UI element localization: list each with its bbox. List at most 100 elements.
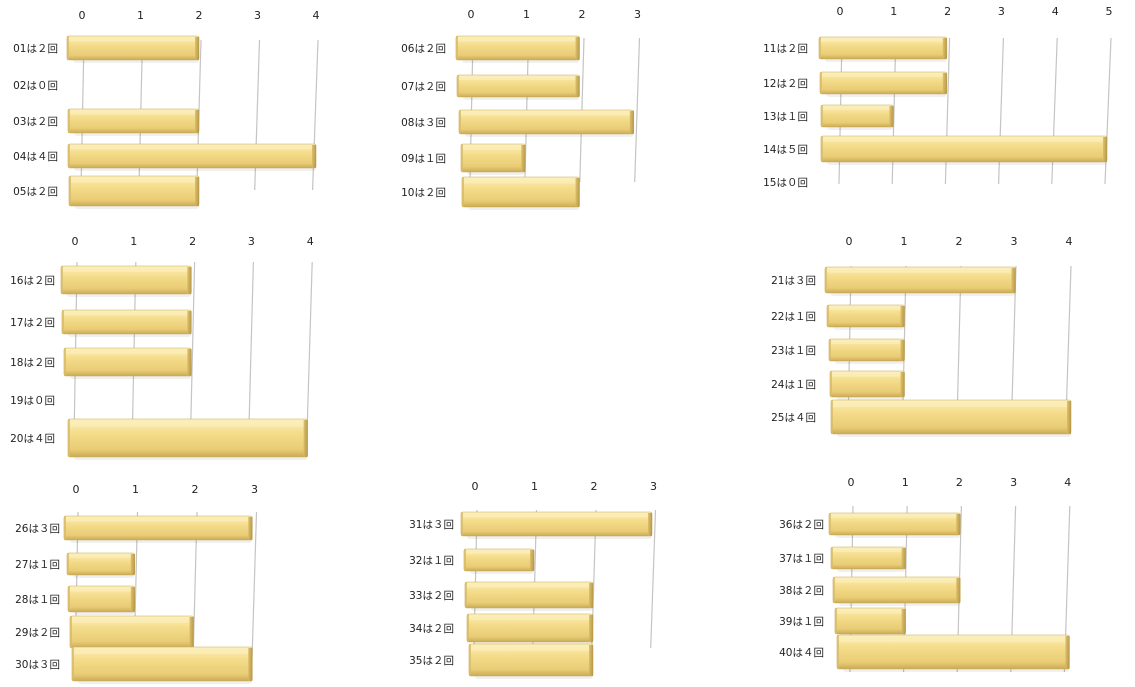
bar-chart-6: 0 1 2 3 26は３回 27は１回 28は１回 29は２回 30は３回 xyxy=(15,483,258,684)
x-tick-labels: 0 1 2 3 4 5 xyxy=(837,5,1113,18)
bar xyxy=(468,643,594,679)
bar xyxy=(820,104,894,130)
category-label: 32は１回 xyxy=(409,555,454,567)
x-tick-label: 0 xyxy=(472,480,479,493)
x-tick-labels: 0 1 2 3 xyxy=(472,480,658,493)
x-tick-label: 2 xyxy=(192,483,199,496)
category-label: 33は２回 xyxy=(409,590,454,602)
x-tick-label: 4 xyxy=(1052,5,1059,18)
bar xyxy=(458,109,635,137)
grid-line xyxy=(248,261,254,441)
category-label: 08は３回 xyxy=(401,117,446,129)
x-tick-label: 2 xyxy=(956,235,963,248)
bar xyxy=(63,347,192,379)
x-tick-label: 0 xyxy=(468,8,475,21)
category-label: 27は１回 xyxy=(15,559,60,571)
category-label: 39は１回 xyxy=(779,616,824,628)
bar-chart-4: 0 1 2 3 4 16は２回 17は２回 18は２回 19は０回 20は４回 xyxy=(10,235,314,460)
bar xyxy=(455,35,580,63)
category-label: 38は２回 xyxy=(779,585,824,597)
bar xyxy=(818,36,948,62)
x-tick-label: 4 xyxy=(1064,476,1071,489)
bar xyxy=(826,304,905,330)
x-tick-label: 2 xyxy=(579,8,586,21)
x-tick-label: 3 xyxy=(650,480,657,493)
category-label: 35は２回 xyxy=(409,655,454,667)
bar-chart-2: 0 1 2 3 06は２回 07は２回 08は３回 09は１回 10は２回 xyxy=(401,8,641,210)
bar xyxy=(460,511,653,539)
x-tick-label: 0 xyxy=(837,5,844,18)
bar xyxy=(61,309,192,337)
x-tick-label: 1 xyxy=(130,235,137,248)
category-label: 24は１回 xyxy=(771,379,816,391)
bar xyxy=(66,552,136,578)
bar xyxy=(460,143,526,175)
bar xyxy=(69,615,194,651)
bar xyxy=(456,74,580,100)
category-label: 16は２回 xyxy=(10,275,55,287)
bar xyxy=(60,265,192,297)
x-tick-label: 2 xyxy=(956,476,963,489)
bar xyxy=(828,338,905,364)
grid-line xyxy=(189,261,196,441)
x-tick-labels: 0 1 2 3 xyxy=(468,8,642,21)
bar xyxy=(830,399,1072,437)
x-tick-labels: 0 1 2 3 4 xyxy=(72,235,314,248)
bar xyxy=(834,607,906,637)
bar xyxy=(63,515,253,543)
category-label: 14は５回 xyxy=(763,144,808,156)
bar-chart-8: 0 1 2 3 4 36は２回 37は１回 38は２回 39は１回 40は４回 xyxy=(779,476,1071,673)
category-label: 15は０回 xyxy=(763,177,808,189)
bar xyxy=(67,585,136,615)
bar xyxy=(832,576,961,606)
category-label: 01は２回 xyxy=(13,43,58,55)
category-label: 22は１回 xyxy=(771,311,816,323)
x-tick-label: 4 xyxy=(307,235,314,248)
x-tick-label: 2 xyxy=(944,5,951,18)
bar xyxy=(67,143,317,171)
category-label: 07は２回 xyxy=(401,81,446,93)
bar xyxy=(819,71,948,97)
bar xyxy=(463,548,535,574)
x-tick-label: 1 xyxy=(902,476,909,489)
x-tick-label: 3 xyxy=(634,8,641,21)
category-label: 29は２回 xyxy=(15,627,60,639)
category-label: 40は４回 xyxy=(779,647,824,659)
bar-chart-7: 0 1 2 3 31は３回 32は１回 33は２回 34は２回 35は２回 xyxy=(409,480,657,679)
grid-line xyxy=(306,261,313,441)
bar-chart-3: 0 1 2 3 4 5 11は２回 12は２回 13は１回 14は５回 15は０回 xyxy=(763,5,1112,189)
bar-chart-1: 0 1 2 3 4 01は２回 02は０回 03は２回 04は４回 05は２回 xyxy=(13,9,320,209)
category-label: 23は１回 xyxy=(771,345,816,357)
category-label: 30は３回 xyxy=(15,659,60,671)
category-label: 21は３回 xyxy=(771,275,816,287)
bar xyxy=(829,370,905,400)
x-tick-label: 3 xyxy=(998,5,1005,18)
x-tick-label: 4 xyxy=(313,9,320,22)
category-label: 36は２回 xyxy=(779,519,824,531)
bar-chart-5: 0 1 2 3 4 21は３回 22は１回 23は１回 24は１回 25は４回 xyxy=(771,235,1073,437)
category-label: 18は２回 xyxy=(10,357,55,369)
bar xyxy=(68,175,200,209)
bar xyxy=(66,35,200,63)
grid-line xyxy=(251,511,258,671)
x-tick-label: 1 xyxy=(890,5,897,18)
category-label: 20は４回 xyxy=(10,433,55,445)
category-label: 26は３回 xyxy=(15,523,60,535)
x-tick-label: 1 xyxy=(132,483,139,496)
category-label: 02は０回 xyxy=(13,80,58,92)
x-tick-label: 2 xyxy=(189,235,196,248)
x-tick-label: 1 xyxy=(137,9,144,22)
bar xyxy=(820,135,1108,165)
category-label: 09は１回 xyxy=(401,153,446,165)
bar xyxy=(836,634,1070,672)
x-tick-labels: 0 1 2 3 4 xyxy=(79,9,320,22)
category-label: 11は２回 xyxy=(763,43,808,55)
category-label: 19は０回 xyxy=(10,395,55,407)
x-tick-label: 0 xyxy=(79,9,86,22)
category-label: 06は２回 xyxy=(401,43,446,55)
x-tick-label: 1 xyxy=(523,8,530,21)
category-label: 04は４回 xyxy=(13,151,58,163)
category-label: 31は３回 xyxy=(409,519,454,531)
x-tick-label: 5 xyxy=(1106,5,1113,18)
